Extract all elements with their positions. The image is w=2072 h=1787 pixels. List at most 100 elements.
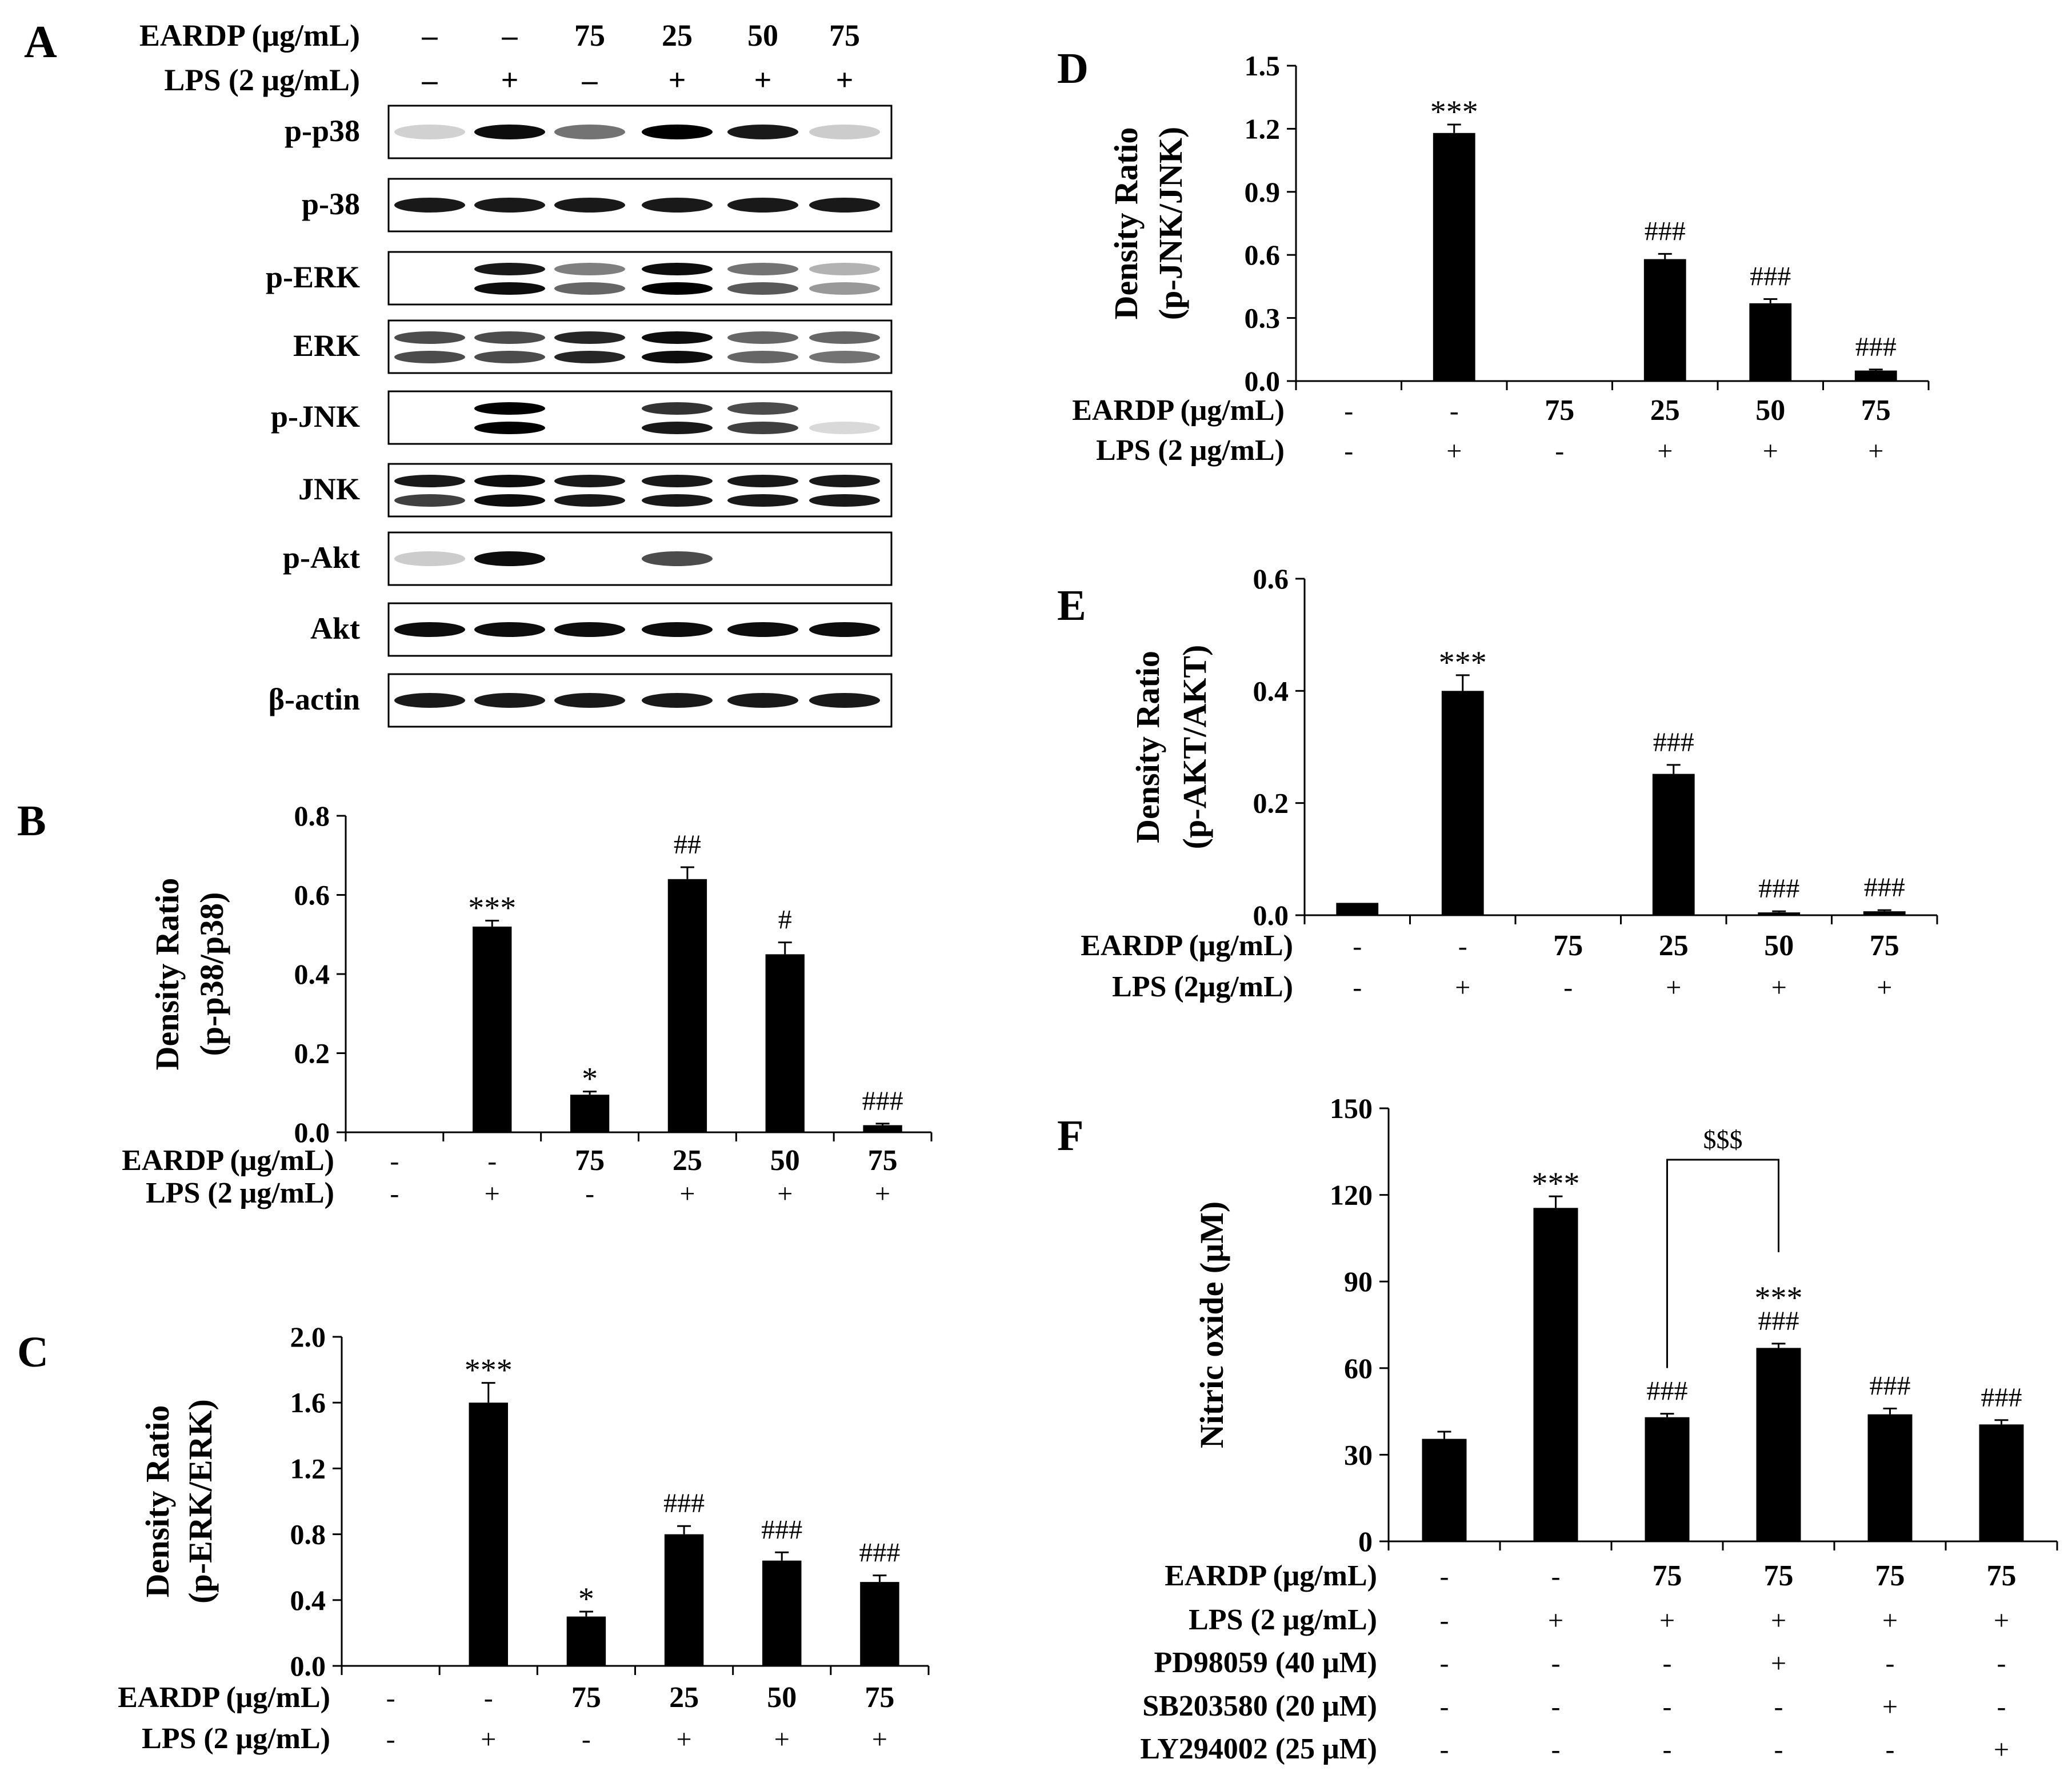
blot-band [474, 475, 545, 487]
significance-label: ### [1870, 1371, 1911, 1401]
blot-band [727, 422, 798, 434]
condition-value: + [679, 1179, 695, 1209]
y-axis-title: Density Ratio [149, 878, 186, 1071]
condition-value: - [386, 1724, 395, 1754]
panel-letter: B [17, 797, 46, 845]
blot-band [727, 622, 798, 637]
significance-label: ### [862, 1086, 903, 1116]
blot-band [474, 198, 545, 213]
chart-c: C Density Ratio (p-ERK/ERK) 0.0 0.4 0.8 1.2 1.6… [17, 1321, 930, 1755]
condition-value: 75 [571, 1681, 601, 1714]
y-tick-label: 0 [1358, 1525, 1373, 1557]
blot-label: p-p38 [285, 114, 360, 148]
condition-value: + [1659, 1605, 1675, 1636]
blot-band [642, 402, 713, 415]
y-tick-label: 90 [1344, 1265, 1373, 1297]
chart-d: D Density Ratio (p-JNK/JNK) 0.0 0.3 0.6 0.9 1.2… [1057, 45, 1930, 467]
blot-frame [387, 178, 893, 233]
blot-band [554, 125, 625, 139]
bar [1758, 912, 1801, 915]
condition-value: - [1551, 1734, 1561, 1765]
condition-value: - [1353, 972, 1362, 1003]
condition-value: 25 [1650, 394, 1680, 427]
blot-header-value: – [582, 63, 598, 97]
blot-header-value: 25 [662, 18, 693, 53]
condition-value: - [487, 1146, 497, 1176]
condition-value: - [1663, 1692, 1672, 1722]
y-tick-label: 0.4 [290, 1584, 326, 1616]
y-tick-label: 0.3 [1245, 302, 1281, 334]
bar [1652, 774, 1695, 915]
blot-band [474, 331, 545, 344]
bar [1422, 1439, 1467, 1541]
condition-value: 75 [1553, 929, 1583, 962]
y-axis-title: (p-p38/p38) [193, 892, 230, 1056]
y-tick-label: 0.4 [294, 958, 330, 990]
y-tick-label: 60 [1344, 1352, 1373, 1384]
blot-frame [387, 390, 893, 445]
bar [860, 1582, 899, 1666]
blot-header-value: – [502, 18, 518, 53]
significance-label: ### [663, 1488, 705, 1518]
blot-band [727, 494, 798, 507]
condition-label: SB203580 (20 μM) [1142, 1690, 1377, 1722]
blot-label: β-actin [269, 682, 360, 716]
condition-value: - [1774, 1734, 1783, 1765]
y-tick-label: 30 [1344, 1439, 1373, 1471]
condition-value: 50 [770, 1144, 800, 1177]
bar [566, 1616, 606, 1666]
condition-value: 50 [767, 1681, 797, 1714]
condition-value: - [1440, 1692, 1449, 1722]
condition-value: + [1446, 436, 1462, 466]
bar [765, 954, 805, 1132]
blot-band [642, 331, 713, 344]
blot-frame [387, 602, 893, 657]
bar [863, 1125, 902, 1132]
blot-band [809, 693, 880, 708]
condition-value: 75 [868, 1144, 898, 1177]
y-tick-label: 0.6 [294, 879, 330, 911]
condition-value: + [1666, 972, 1681, 1003]
blot-header-value: + [501, 63, 519, 97]
y-tick-label: 0.8 [294, 800, 330, 832]
blot-band [642, 263, 713, 275]
blot-header-value: + [754, 63, 772, 97]
blot-header-label: LPS (2 μg/mL) [164, 63, 360, 97]
bar [1756, 1348, 1801, 1541]
condition-label: LPS (2 μg/mL) [142, 1722, 330, 1755]
blot-frame [387, 531, 893, 586]
y-tick-label: 0.6 [1245, 239, 1281, 271]
blot-band [642, 475, 713, 487]
panel-letter: D [1057, 45, 1089, 93]
blot-band [727, 198, 798, 213]
blot-band [642, 282, 713, 295]
blot-band [554, 622, 625, 637]
y-tick-label: 1.2 [290, 1452, 326, 1484]
condition-value: - [1997, 1648, 2006, 1678]
blot-band [809, 475, 880, 487]
y-tick-label: 0.0 [294, 1116, 330, 1148]
condition-value: - [1551, 1692, 1561, 1722]
significance-label: ## [674, 830, 701, 860]
bar [570, 1095, 610, 1132]
y-tick-label: 0.2 [1253, 787, 1289, 819]
significance-label: *** [1755, 1280, 1803, 1316]
condition-value: - [1440, 1648, 1449, 1678]
blot-label: p-Akt [283, 540, 360, 575]
y-axis-title: (p-ERK/ERK) [182, 1399, 219, 1604]
bar [1867, 1414, 1913, 1541]
condition-value: + [485, 1179, 500, 1209]
significance-label: ### [761, 1514, 802, 1545]
significance-label: *** [468, 891, 516, 926]
condition-value: + [1657, 436, 1673, 466]
significance-label: ### [859, 1538, 900, 1568]
bar [664, 1534, 704, 1666]
blot-frame [387, 463, 893, 518]
y-tick-label: 0.4 [1253, 675, 1289, 707]
condition-value: + [1877, 972, 1892, 1003]
condition-value: + [1882, 1692, 1898, 1722]
panel-letter: C [17, 1328, 49, 1376]
blot-band [394, 622, 465, 637]
significance-label: *** [465, 1353, 513, 1388]
condition-value: 75 [1653, 1560, 1682, 1592]
